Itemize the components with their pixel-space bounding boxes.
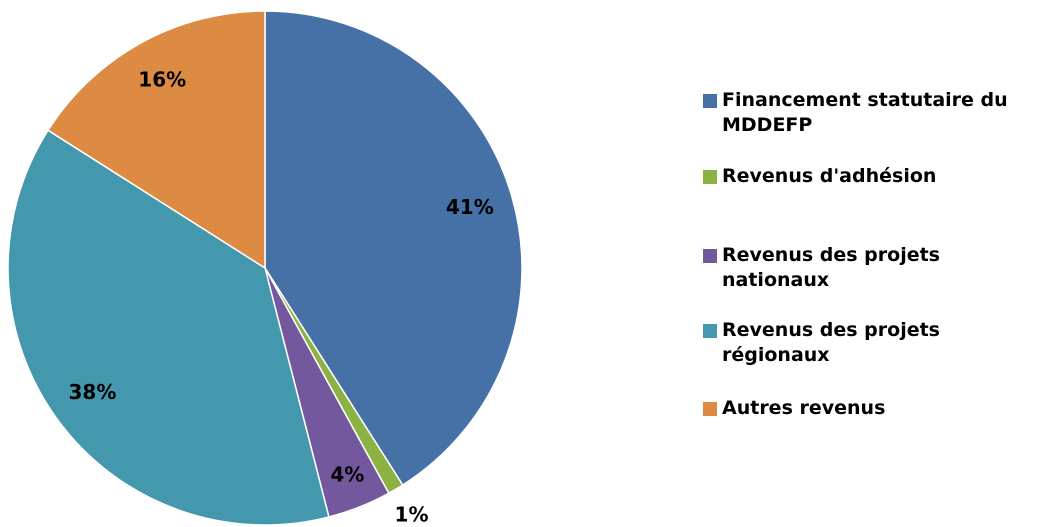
legend-label: Revenus des projets régionaux	[722, 319, 940, 366]
legend-label: Autres revenus	[722, 397, 886, 419]
data-label: 4%	[330, 462, 364, 486]
data-label: 41%	[446, 195, 494, 219]
data-label: 1%	[395, 502, 429, 526]
legend-item: Revenus d'adhésion	[703, 164, 1043, 189]
legend-label: Financement statutaire du MDDEFP	[722, 89, 1008, 136]
legend-item: Autres revenus	[703, 396, 1043, 421]
legend-label: Revenus des projets nationaux	[722, 244, 940, 291]
legend-item: Revenus des projets régionaux	[703, 318, 1043, 368]
pie-slice	[264, 10, 523, 487]
legend-item: Financement statutaire du MDDEFP	[703, 88, 1043, 138]
legend-swatch	[703, 402, 717, 416]
pie-slice	[46, 10, 266, 270]
legend-swatch	[703, 94, 717, 108]
legend-swatch	[703, 249, 717, 263]
data-label: 16%	[138, 68, 186, 92]
legend-label: Revenus d'adhésion	[722, 165, 937, 187]
data-label: 38%	[68, 380, 116, 404]
pie-slice	[7, 129, 330, 526]
legend-swatch	[703, 324, 717, 338]
legend-swatch	[703, 170, 717, 184]
legend-item: Revenus des projets nationaux	[703, 243, 1043, 293]
